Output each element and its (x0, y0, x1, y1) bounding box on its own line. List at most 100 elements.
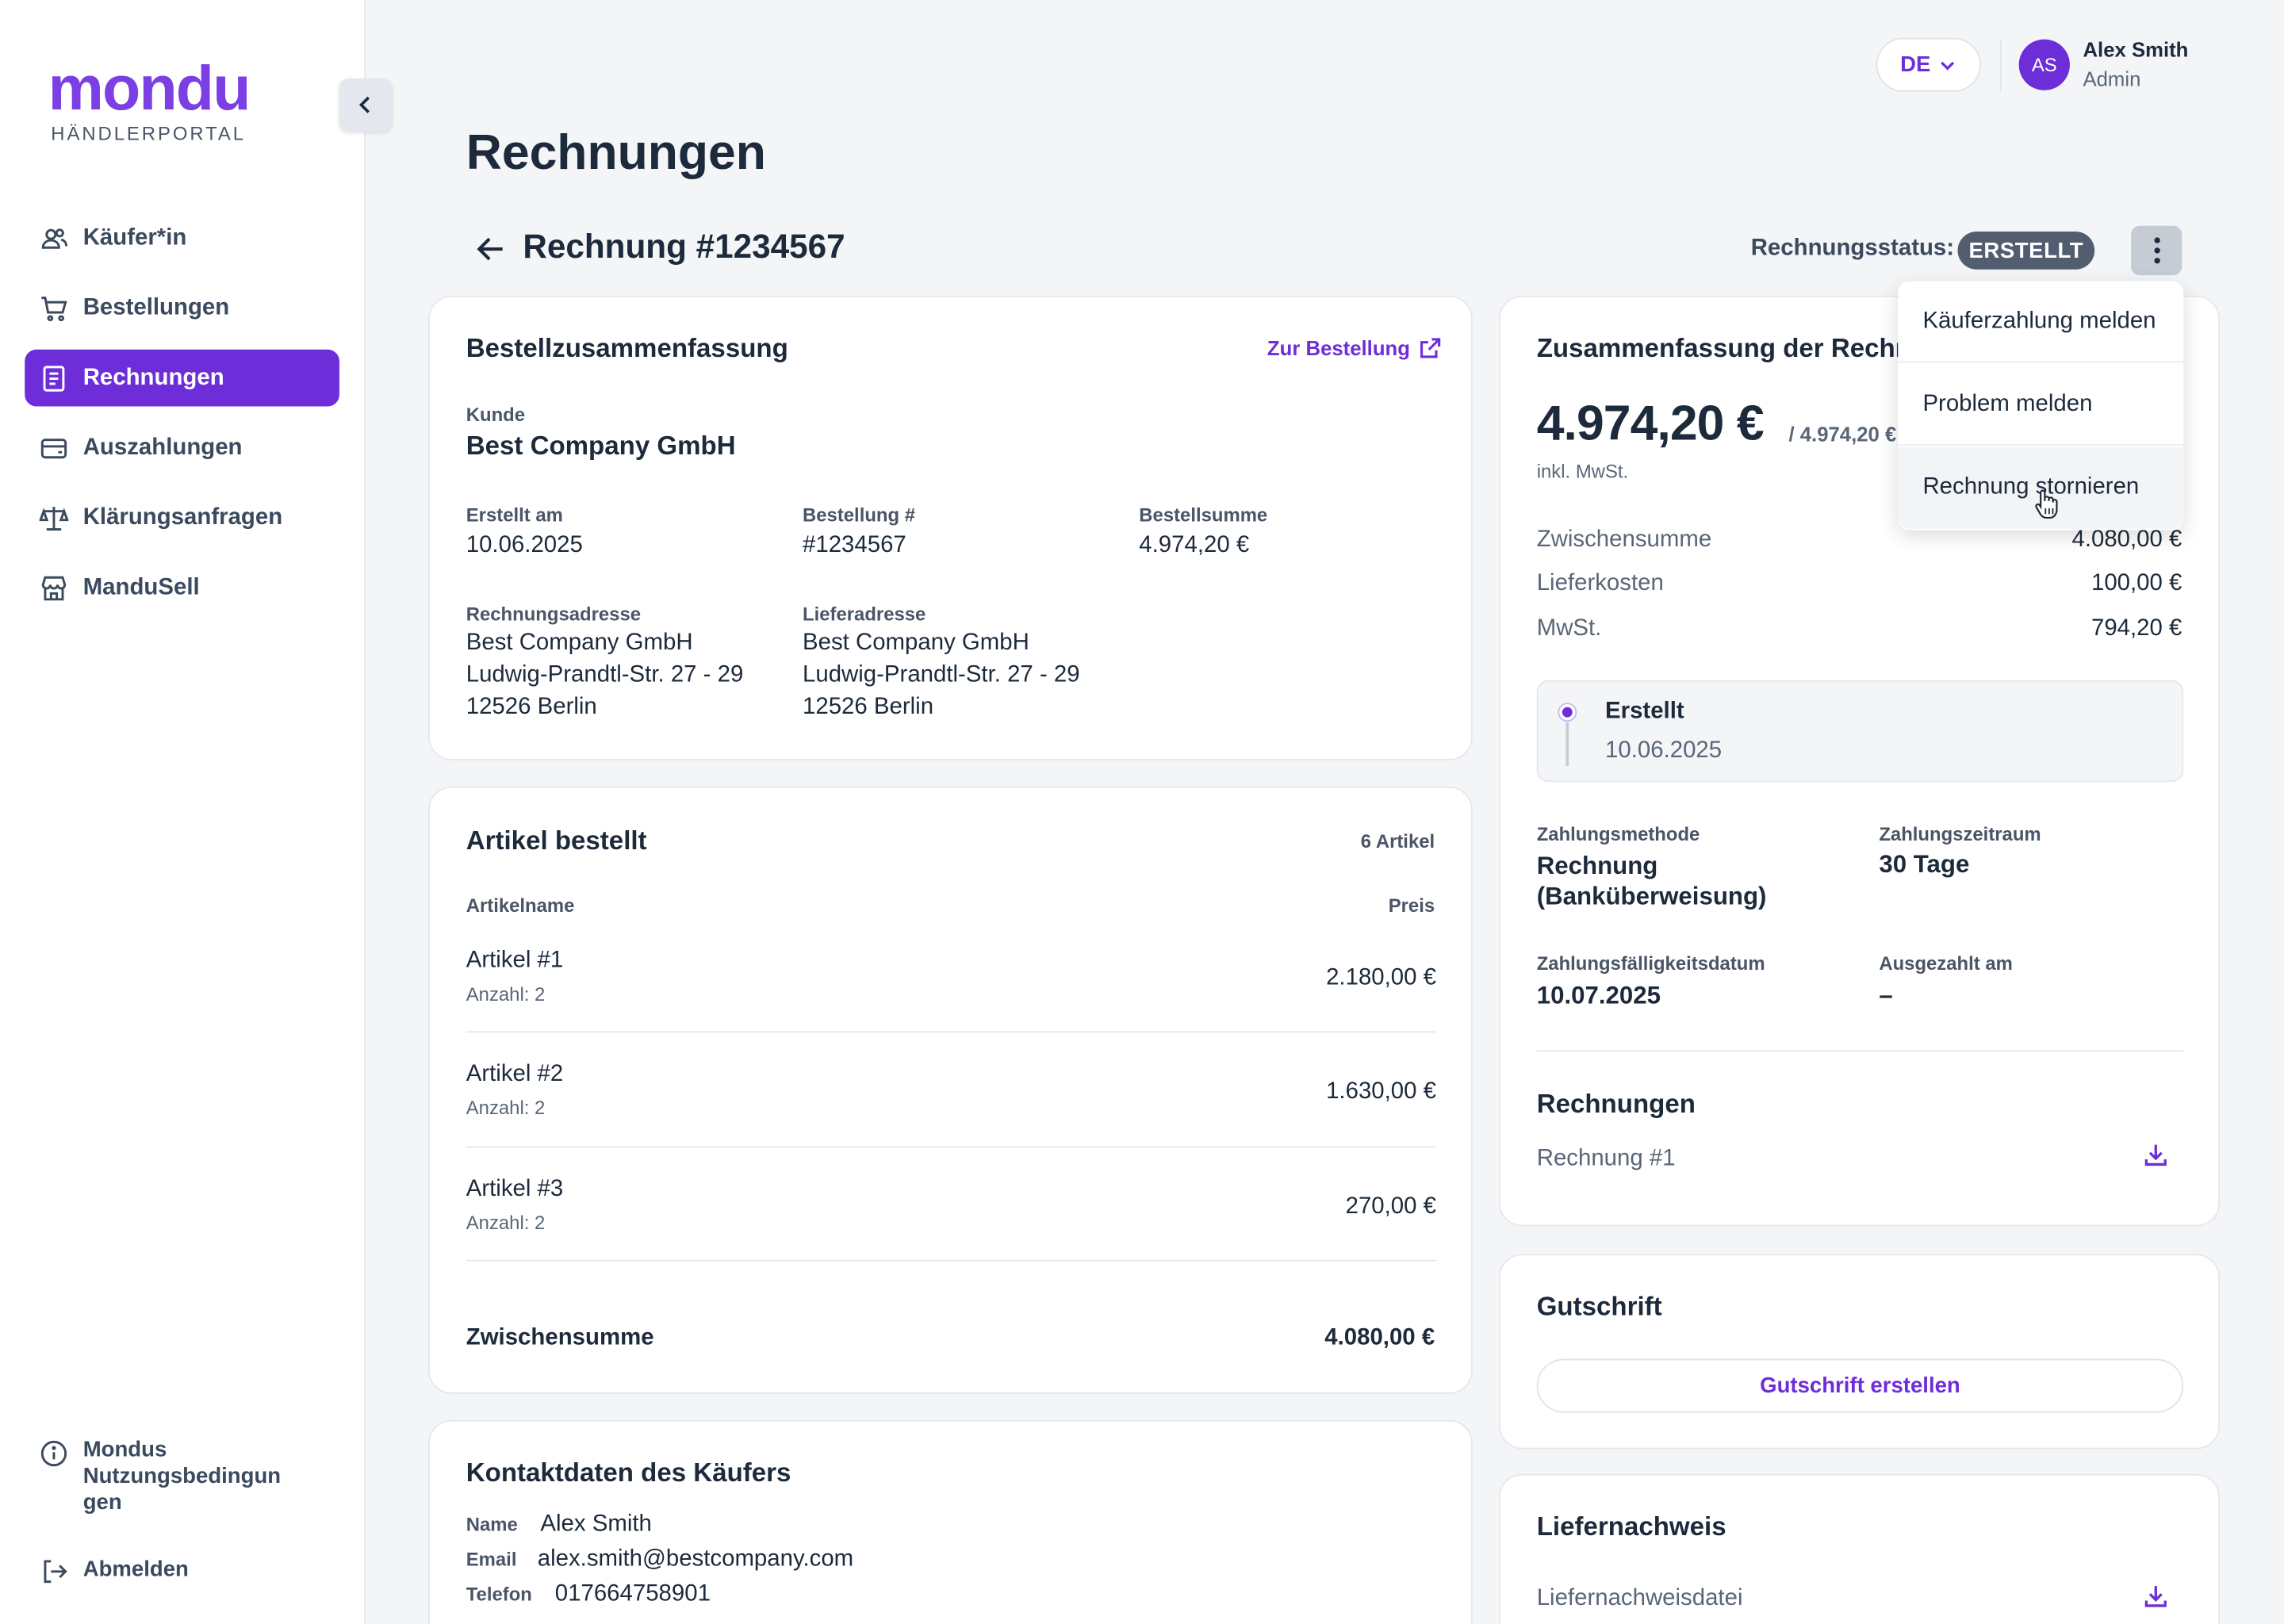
sidebar-item-label: ManduSell (82, 574, 200, 599)
sidebar-item-rechnungen[interactable]: Rechnungen (25, 349, 339, 407)
create-credit-note-button[interactable]: Gutschrift erstellen (1536, 1358, 2184, 1413)
delivery-proof-card: Liefernachweis Liefernachweisdatei (1498, 1473, 2221, 1624)
payment-method-value: Rechnung (Banküberweisung) (1537, 851, 1767, 912)
to-order-label: Zur Bestellung (1267, 336, 1410, 360)
sidebar-item-auszahlungen[interactable]: Auszahlungen (25, 419, 339, 477)
timeline-date: 10.06.2025 (1605, 738, 1723, 764)
paid-out-value: – (1879, 981, 1893, 1009)
wallet-icon (40, 438, 67, 458)
payment-term-label: Zahlungszeitraum (1879, 822, 2041, 845)
address-line: Best Company GmbH (466, 630, 693, 656)
timeline-status: Erstellt (1605, 699, 1684, 724)
invoice-download-button[interactable] (2143, 1142, 2169, 1175)
terms-line: gen (82, 1489, 122, 1515)
line-label: Lieferkosten (1536, 570, 1664, 596)
chevron-down-icon (1941, 60, 1955, 70)
col-header-price: Preis (1388, 894, 1435, 917)
address-line: Ludwig-Prandtl-Str. 27 - 29 (466, 662, 744, 688)
language-value: DE (1900, 52, 1931, 78)
sidebar-item-label: Bestellungen (82, 294, 230, 320)
vat-note: inkl. MwSt. (1536, 460, 1629, 482)
avatar[interactable]: AS (2018, 39, 2070, 90)
card-title: Liefernachweis (1536, 1511, 1726, 1542)
address-line: Ludwig-Prandtl-Str. 27 - 29 (803, 662, 1080, 688)
address-line: 12526 Berlin (803, 695, 934, 720)
item-name: Artikel #2 (466, 1061, 564, 1087)
payment-method-line: (Banküberweisung) (1536, 883, 1767, 910)
sidebar-item-mandusell[interactable]: ManduSell (25, 559, 339, 616)
sidebar-item-label: Auszahlungen (82, 435, 243, 460)
logout-label: Abmelden (82, 1557, 189, 1582)
divider (1536, 1050, 2184, 1052)
billing-address: Best Company GmbH Ludwig-Prandtl-Str. 27… (466, 628, 744, 724)
terms-line: Nutzungsbedingun (82, 1463, 282, 1489)
created-label: Erstellt am (466, 504, 563, 527)
item-name: Artikel #1 (466, 948, 564, 973)
subtotal-label: Zwischensumme (466, 1325, 654, 1350)
invoice-summary-card: Zusammenfassung der Rechnung 4.974,20 € … (1498, 295, 2221, 1227)
contact-email-value: alex.smith@bestcompany.com (537, 1546, 854, 1572)
card-title: Kontaktdaten des Käufers (466, 1457, 791, 1488)
contact-name-label: Name (466, 1513, 518, 1535)
language-select[interactable]: DE (1876, 37, 1981, 92)
terms-link[interactable]: Mondus Nutzungsbedingun gen (40, 1437, 282, 1516)
more-actions-button[interactable] (2131, 225, 2182, 276)
contact-phone-label: Telefon (466, 1583, 532, 1606)
invoice-total: 4.974,20 € (1536, 396, 1765, 452)
sidebar-item-klaerungsanfragen[interactable]: Klärungsanfragen (25, 489, 339, 546)
sidebar-item-bestellungen[interactable]: Bestellungen (25, 280, 339, 337)
invoice-total-of: / 4.974,20 € (1788, 422, 1897, 446)
external-link-icon (1420, 338, 1441, 358)
user-role: Admin (2083, 67, 2141, 90)
credit-note-card: Gutschrift Gutschrift erstellen (1498, 1254, 2221, 1450)
paid-out-label: Ausgezahlt am (1879, 952, 2013, 975)
table-row: Artikel #3 Anzahl: 2 270,00 € (466, 1174, 1436, 1261)
item-qty: Anzahl: 2 (466, 1097, 546, 1119)
line-value: 100,00 € (2090, 570, 2182, 596)
hand-cursor-icon (2035, 489, 2058, 519)
download-icon (2144, 1144, 2167, 1166)
sidebar-item-label: Käufer*in (82, 224, 187, 250)
line-value: 4.080,00 € (2071, 527, 2182, 553)
payment-method-line: Rechnung (1536, 852, 1658, 880)
card-title: Zusammenfassung der Rechnung (1536, 333, 1960, 363)
subtotal-value: 4.080,00 € (1324, 1325, 1435, 1350)
delivery-file-name: Liefernachweisdatei (1536, 1586, 1743, 1611)
customer-label: Kunde (466, 403, 526, 426)
contact-phone-value: 017664758901 (554, 1581, 711, 1607)
collapse-sidebar-button[interactable] (339, 79, 393, 132)
line-label: MwSt. (1536, 615, 1602, 642)
menu-item-report-payment[interactable]: Käuferzahlung melden (1898, 281, 2184, 363)
logo: mondu (48, 53, 251, 124)
scale-icon (39, 506, 69, 530)
cart-icon (41, 296, 67, 321)
terms-line: Mondus (82, 1437, 167, 1463)
shipping-address: Best Company GmbH Ludwig-Prandtl-Str. 27… (803, 628, 1080, 724)
divider (466, 1259, 1436, 1262)
address-line: 12526 Berlin (466, 695, 597, 720)
order-number-label: Bestellung # (803, 504, 915, 527)
sidebar-item-label: Rechnungen (82, 365, 224, 390)
item-price: 1.630,00 € (1326, 1078, 1436, 1105)
to-order-link[interactable]: Zur Bestellung (1267, 336, 1442, 360)
kebab-icon (2153, 237, 2159, 264)
col-header-name: Artikelname (466, 894, 575, 917)
timeline-dot-icon (1558, 703, 1577, 767)
sidebar: mondu HÄNDLERPORTAL Käufer*in Bestellung… (0, 0, 366, 1624)
sidebar-item-label: Klärungsanfragen (82, 504, 283, 530)
logout-link[interactable]: Abmelden (40, 1557, 189, 1586)
delivery-download-button[interactable] (2143, 1583, 2169, 1616)
sidebar-item-kaeufer[interactable]: Käufer*in (25, 209, 339, 266)
menu-item-report-problem[interactable]: Problem melden (1898, 364, 2184, 446)
payment-term-value: 30 Tage (1879, 850, 1970, 879)
table-row: Artikel #2 Anzahl: 2 1.630,00 € (466, 1059, 1436, 1146)
status-label: Rechnungsstatus: (1750, 236, 1955, 261)
order-number-value: #1234567 (803, 533, 906, 558)
item-qty: Anzahl: 2 (466, 982, 546, 1005)
order-sum-label: Bestellsumme (1139, 504, 1268, 527)
status-timeline: Erstellt 10.06.2025 (1536, 680, 2184, 783)
actions-menu: Käuferzahlung melden Problem melden Rech… (1898, 281, 2184, 530)
users-icon (41, 228, 68, 248)
back-button[interactable] (475, 233, 507, 273)
logout-icon (44, 1560, 67, 1584)
